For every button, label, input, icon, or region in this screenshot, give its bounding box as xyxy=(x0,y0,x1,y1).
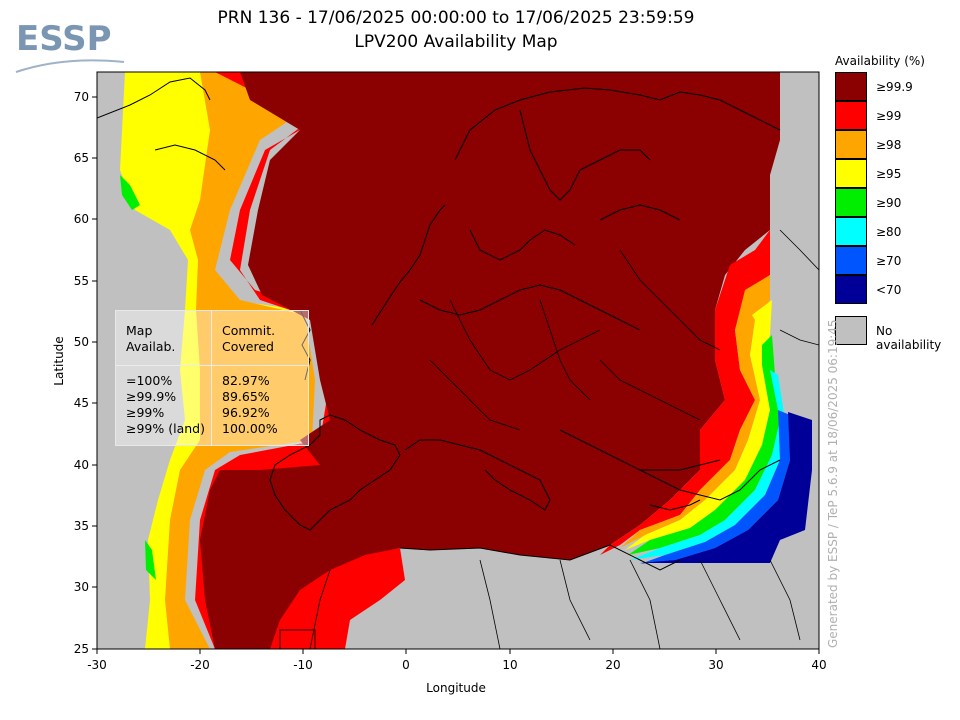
legend-swatch-98 xyxy=(835,130,867,159)
stats-coverage: 100.00% xyxy=(222,421,278,436)
band-east-orange xyxy=(620,275,770,548)
x-axis-label: Longitude xyxy=(426,681,486,695)
legend-title: Availability (%) xyxy=(835,54,925,68)
legend-swatch-no-availability xyxy=(835,316,867,345)
y-tick-label: 65 xyxy=(74,151,89,165)
band-east-yellow xyxy=(625,300,772,550)
map-subtitle: LPV200 Availability Map xyxy=(354,32,558,52)
legend-label: ≥99 xyxy=(876,109,902,123)
stats-level: ≥99% (land) xyxy=(126,421,205,436)
essp-logo: ESSP xyxy=(15,19,125,73)
legend-swatch-70 xyxy=(835,246,867,275)
stats-coverage: 96.92% xyxy=(222,405,270,420)
legend-label: ≥80 xyxy=(876,225,902,239)
legend-swatch-99 xyxy=(835,101,867,130)
x-tick-label: -20 xyxy=(190,658,210,672)
stats-header-left-2: Availab. xyxy=(126,339,176,354)
legend-label: <70 xyxy=(876,283,902,297)
band-99-9 xyxy=(200,72,780,649)
legend-swatch-99-9 xyxy=(835,72,867,101)
x-tick-label: 20 xyxy=(605,658,620,672)
stats-coverage: 82.97% xyxy=(222,373,270,388)
tick-marks xyxy=(92,96,820,654)
stats-level: ≥99% xyxy=(126,405,165,420)
y-tick-label: 45 xyxy=(74,396,89,410)
logo-text: ESSP xyxy=(16,19,112,59)
stats-coverage: 89.65% xyxy=(222,389,270,404)
y-tick-label: 40 xyxy=(74,458,89,472)
y-tick-label: 60 xyxy=(74,212,89,226)
country-borders xyxy=(309,229,819,649)
legend-swatch-lt70 xyxy=(835,275,867,304)
legend-swatch-90 xyxy=(835,188,867,217)
legend-label: ≥70 xyxy=(876,254,902,268)
legend-label-no-availability: No availability xyxy=(876,324,942,352)
band-east-green xyxy=(628,335,780,555)
y-tick-labels: 70 65 60 55 50 45 40 35 30 25 xyxy=(74,90,89,656)
stats-level: =100% xyxy=(126,373,173,388)
legend-label: ≥98 xyxy=(876,138,902,152)
generated-by-text: Generated by ESSP / TeP 5.6.9 at 18/06/2… xyxy=(826,319,840,648)
band-east-cyan xyxy=(630,370,785,560)
y-tick-label: 25 xyxy=(74,642,89,656)
x-tick-label: 0 xyxy=(402,658,410,672)
legend-swatch-80 xyxy=(835,217,867,246)
y-tick-label: 35 xyxy=(74,519,89,533)
x-tick-label: 10 xyxy=(502,658,517,672)
x-tick-label: -10 xyxy=(293,658,313,672)
y-tick-label: 50 xyxy=(74,335,89,349)
band-east-red xyxy=(600,230,770,555)
map-title: PRN 136 - 17/06/2025 00:00:00 to 17/06/2… xyxy=(217,8,695,28)
band-99 xyxy=(195,72,405,649)
legend-label: ≥99.9 xyxy=(876,80,913,94)
y-tick-label: 55 xyxy=(74,274,89,288)
y-tick-label: 30 xyxy=(74,580,89,594)
stats-header-right-1: Commit. xyxy=(222,323,276,338)
coverage-stats-box: Map Availab. Commit. Covered =100% ≥99.9… xyxy=(115,310,309,446)
band-98 xyxy=(165,72,330,649)
plot-frame xyxy=(96,71,820,650)
stats-level: ≥99.9% xyxy=(126,389,177,404)
band-east-navy xyxy=(640,412,812,563)
stats-header-right-2: Covered xyxy=(222,339,274,354)
y-tick-label: 70 xyxy=(74,90,89,104)
legend-swatch-95 xyxy=(835,159,867,188)
legend-label: ≥95 xyxy=(876,167,902,181)
x-tick-label: -30 xyxy=(87,658,107,672)
x-tick-label: 40 xyxy=(811,658,826,672)
x-tick-labels: -30 -20 -10 0 10 20 30 40 xyxy=(87,658,826,672)
y-axis-label: Latitude xyxy=(52,336,66,385)
legend-label: ≥90 xyxy=(876,196,902,210)
stats-header-left-1: Map xyxy=(126,323,153,338)
x-tick-label: 30 xyxy=(708,658,723,672)
